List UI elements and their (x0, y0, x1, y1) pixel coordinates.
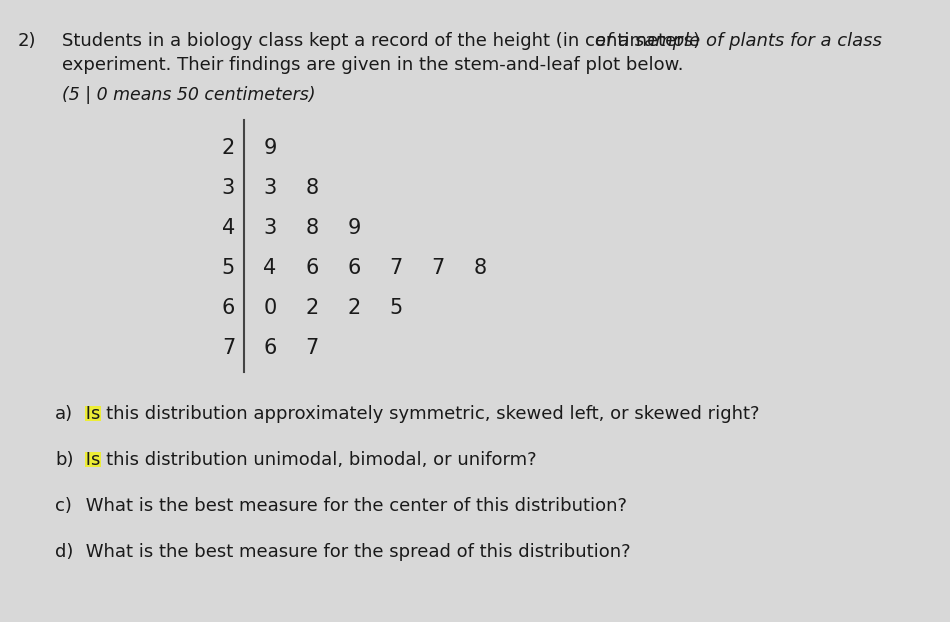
Text: 3: 3 (263, 218, 276, 238)
FancyBboxPatch shape (85, 406, 101, 421)
Text: 8: 8 (306, 178, 318, 198)
Text: c): c) (55, 497, 72, 515)
Text: 3: 3 (263, 178, 276, 198)
Text: 5: 5 (221, 258, 235, 278)
Text: d): d) (55, 543, 73, 561)
Text: 7: 7 (305, 338, 318, 358)
Text: Is this distribution unimodal, bimodal, or uniform?: Is this distribution unimodal, bimodal, … (80, 451, 537, 469)
Text: 9: 9 (348, 218, 361, 238)
Text: 2: 2 (221, 138, 235, 158)
Text: 8: 8 (473, 258, 486, 278)
Text: What is the best measure for the center of this distribution?: What is the best measure for the center … (80, 497, 627, 515)
Text: 6: 6 (263, 338, 276, 358)
Text: a): a) (55, 405, 73, 423)
FancyBboxPatch shape (85, 452, 101, 467)
Text: 6: 6 (348, 258, 361, 278)
Text: experiment. Their findings are given in the stem-and-leaf plot below.: experiment. Their findings are given in … (62, 56, 683, 74)
Text: 4: 4 (221, 218, 235, 238)
Text: Is this distribution approximately symmetric, skewed left, or skewed right?: Is this distribution approximately symme… (80, 405, 759, 423)
Text: 0: 0 (263, 298, 276, 318)
Text: 7: 7 (221, 338, 235, 358)
Text: of a sample of plants for a class: of a sample of plants for a class (595, 32, 882, 50)
Text: 9: 9 (263, 138, 276, 158)
Text: What is the best measure for the spread of this distribution?: What is the best measure for the spread … (80, 543, 631, 561)
Text: Students in a biology class kept a record of the height (in centimeters): Students in a biology class kept a recor… (62, 32, 706, 50)
Text: 7: 7 (431, 258, 445, 278)
Text: 2: 2 (305, 298, 318, 318)
Text: 6: 6 (305, 258, 318, 278)
Text: 3: 3 (221, 178, 235, 198)
Text: 6: 6 (221, 298, 235, 318)
Text: 2: 2 (348, 298, 361, 318)
Text: b): b) (55, 451, 73, 469)
Text: 5: 5 (390, 298, 403, 318)
Text: 8: 8 (306, 218, 318, 238)
Text: (5 | 0 means 50 centimeters): (5 | 0 means 50 centimeters) (62, 86, 315, 104)
Text: 4: 4 (263, 258, 276, 278)
Text: 7: 7 (390, 258, 403, 278)
Text: 2): 2) (18, 32, 36, 50)
